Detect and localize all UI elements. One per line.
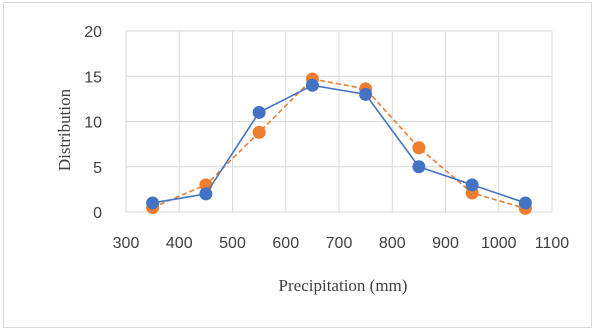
y-tick-label: 20: [84, 24, 102, 41]
series-1-point: [146, 196, 160, 210]
series-1-point: [305, 78, 319, 92]
series-1-point: [252, 105, 266, 119]
series-2-line: [152, 78, 526, 210]
grid: [125, 30, 553, 213]
series-1-point: [518, 196, 532, 210]
y-tick-label: 15: [84, 69, 102, 86]
series-2-point: [412, 141, 426, 155]
x-tick-label: 800: [379, 235, 406, 252]
series-layer: [146, 72, 532, 215]
chart-frame: [3, 2, 592, 328]
y-tick-label: 0: [93, 205, 102, 222]
x-tick-label: 700: [326, 235, 353, 252]
series-1-point: [412, 160, 426, 174]
series-1-point: [199, 187, 213, 201]
series-1: [146, 78, 532, 210]
series-1-line: [152, 84, 526, 204]
x-tick-labels: 300 400 500 600 700 800 900 1000 1100: [113, 235, 570, 252]
x-tick-label: 400: [166, 235, 193, 252]
series-1-point: [465, 178, 479, 192]
y-tick-labels: 0 5 10 15 20: [84, 24, 102, 222]
x-axis-title: Precipitation (mm): [279, 276, 408, 295]
x-tick-label: 500: [219, 235, 246, 252]
x-tick-label: 300: [113, 235, 140, 252]
y-tick-label: 5: [93, 160, 102, 177]
x-tick-label: 1100: [535, 235, 570, 252]
series-1-point: [359, 87, 373, 101]
x-tick-label: 600: [272, 235, 299, 252]
y-tick-label: 10: [84, 115, 102, 132]
series-2-point: [252, 125, 266, 139]
x-tick-label: 1000: [481, 235, 517, 252]
y-axis-title: Distribution: [55, 88, 74, 171]
x-tick-label: 900: [432, 235, 459, 252]
